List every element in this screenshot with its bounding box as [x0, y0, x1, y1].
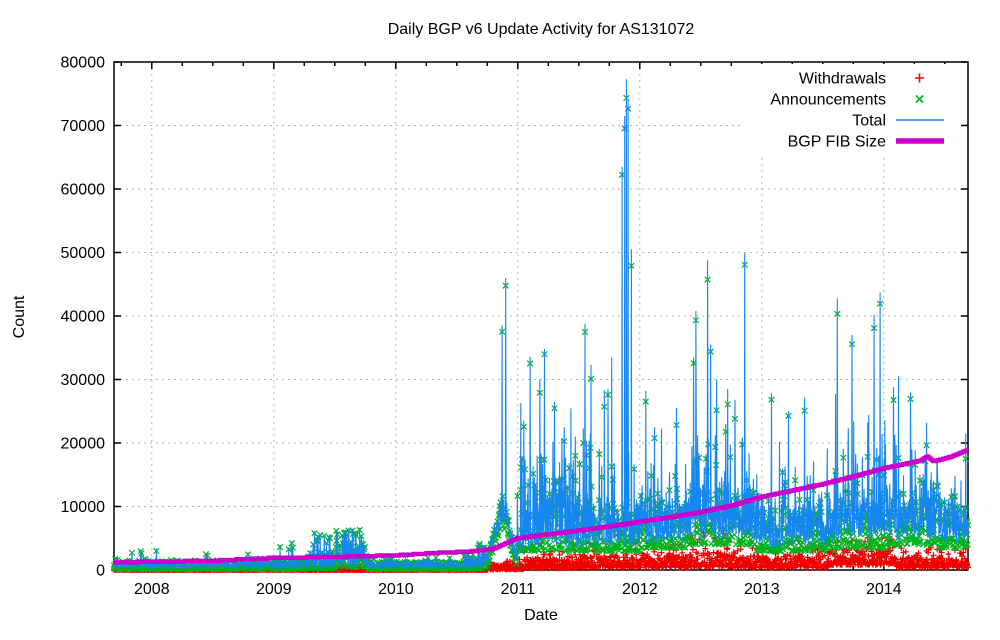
legend-entry-announcements: Announcements [770, 92, 924, 109]
y-tick-label: 60000 [61, 182, 106, 199]
y-tick-label: 20000 [61, 436, 106, 453]
y-tick-label: 0 [96, 563, 105, 580]
plus-marker-icon [915, 73, 924, 83]
x-axis-label: Date [524, 607, 558, 624]
legend-label: Withdrawals [799, 71, 886, 88]
x-tick-label: 2008 [134, 581, 170, 598]
cross-marker-icon [915, 94, 924, 104]
legend-entry-withdrawals: Withdrawals [799, 71, 924, 88]
total-series-line [113, 79, 969, 571]
y-tick-label: 80000 [61, 55, 106, 72]
legend-label: Total [852, 113, 886, 130]
y-tick-label: 50000 [61, 245, 106, 262]
y-axis-label: Count [11, 295, 28, 339]
y-tick-label: 30000 [61, 372, 106, 389]
y-tick-label: 10000 [61, 499, 106, 516]
legend-entry-total: Total [852, 113, 944, 130]
y-tick-label: 70000 [61, 118, 106, 135]
chart-title: Daily BGP v6 Update Activity for AS13107… [387, 21, 695, 38]
legend-label: Announcements [770, 92, 886, 109]
x-tick-label: 2013 [744, 581, 780, 598]
x-tick-label: 2011 [501, 581, 536, 598]
x-tick-label: 2010 [378, 581, 414, 598]
x-tick-label: 2012 [622, 581, 658, 598]
bgp-fib-size-line [114, 448, 969, 565]
x-tick-label: 2009 [256, 581, 292, 598]
x-tick-label: 2014 [866, 581, 902, 598]
legend-label: BGP FIB Size [788, 134, 887, 151]
legend-entry-fib: BGP FIB Size [788, 134, 944, 151]
y-tick-label: 40000 [61, 309, 106, 326]
